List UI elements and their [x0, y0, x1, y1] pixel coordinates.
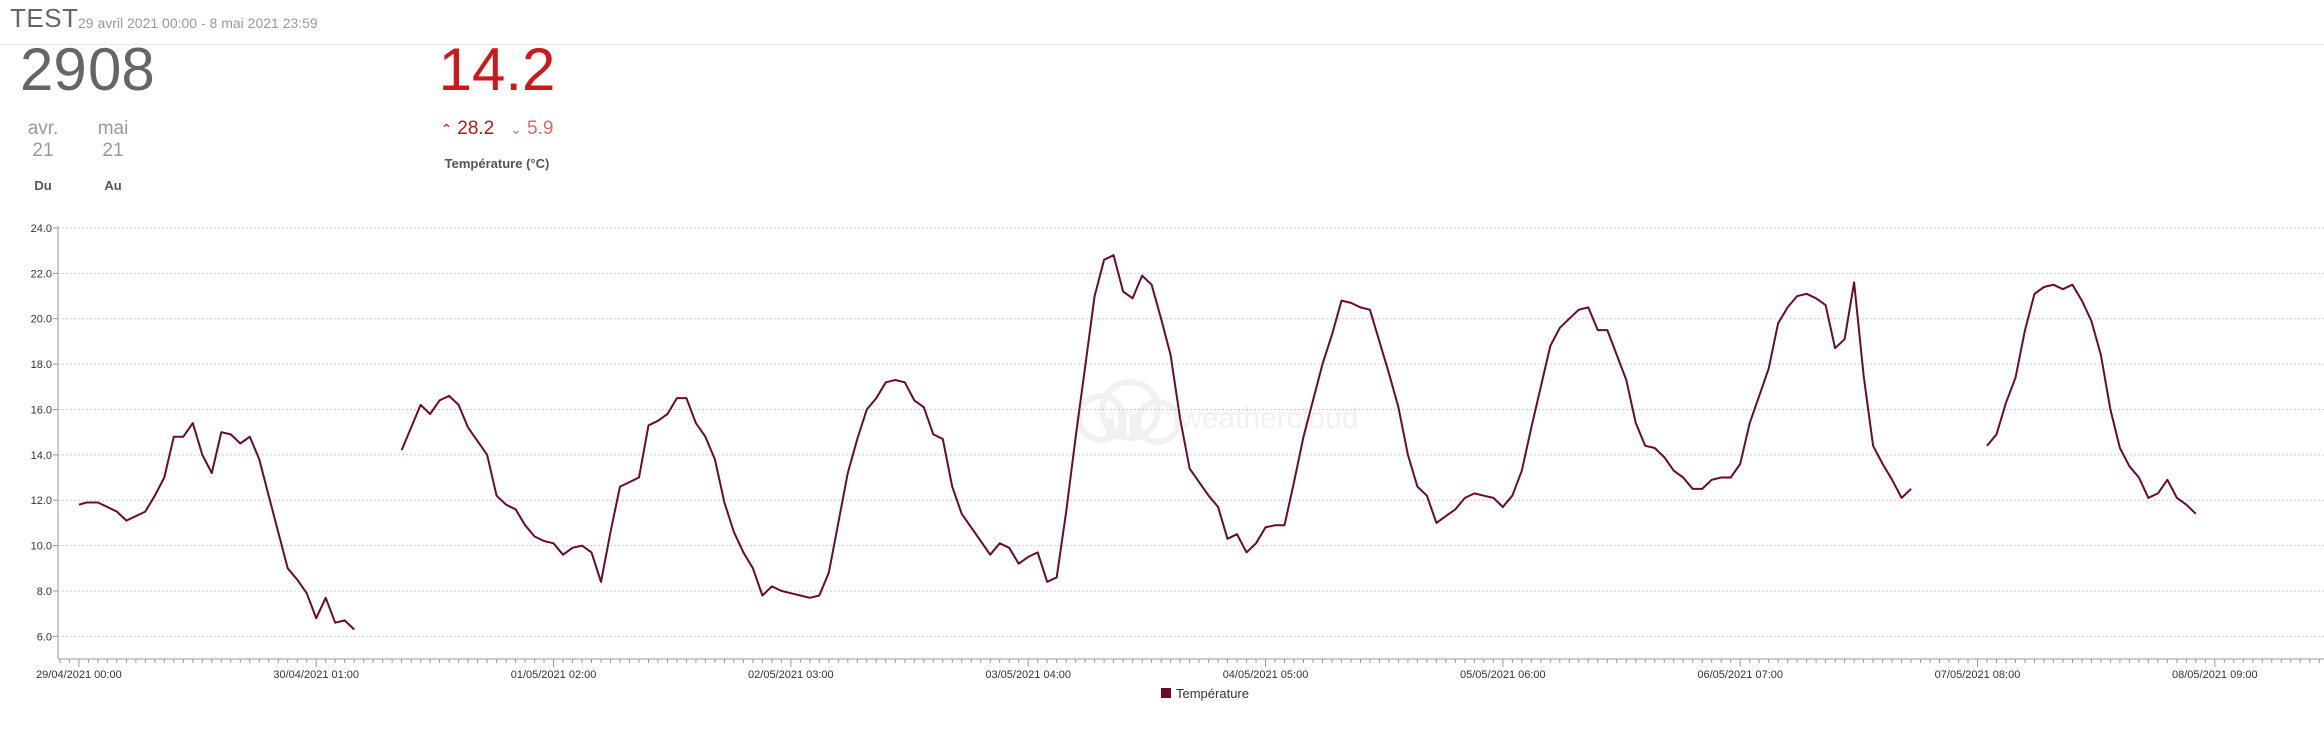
x-tick-label: 02/05/2021 03:00 [748, 669, 834, 681]
legend: Température [1161, 686, 1249, 701]
legend-label: Température [1176, 686, 1249, 701]
temperature-current: 14.2 [438, 36, 556, 103]
cloud-icon [1076, 379, 1181, 445]
y-tick-label: 10.0 [31, 541, 52, 553]
to-label: Au [104, 178, 122, 193]
x-tick-label: 04/05/2021 05:00 [1223, 669, 1309, 681]
y-tick-label: 8.0 [37, 586, 52, 598]
temperature-max: 28.2 [457, 118, 495, 139]
series-line-segment [78, 422, 355, 631]
series-line-segment [1986, 283, 2197, 515]
watermark-text: weathercloud [1179, 402, 1358, 435]
temperature-min: 5.9 [527, 118, 554, 139]
arrow-down-icon: ⌄ [510, 121, 523, 137]
legend-swatch [1161, 688, 1171, 698]
x-tick-label: 06/05/2021 07:00 [1697, 669, 1783, 681]
x-tick-label: 07/05/2021 08:00 [1935, 669, 2021, 681]
y-axis: 6.0 8.0 10.0 12.0 14.0 16.0 18.0 20.0 22.0 24.0 [31, 223, 59, 659]
series-temperature [78, 254, 2197, 631]
series-line-segment [400, 254, 1912, 599]
x-tick-label: 29/04/2021 00:00 [36, 669, 122, 681]
y-tick-label: 20.0 [31, 314, 52, 326]
y-tick-label: 16.0 [31, 404, 52, 416]
x-axis: 29/04/2021 00:00 30/04/2021 01:00 01/05/20… [36, 658, 2324, 681]
x-tick-label: 03/05/2021 04:00 [985, 669, 1071, 681]
x-tick-label: 05/05/2021 06:00 [1460, 669, 1546, 681]
y-tick-label: 6.0 [37, 631, 52, 643]
x-tick-label: 01/05/2021 02:00 [511, 669, 597, 681]
date-range: 29 avril 2021 00:00 - 8 mai 2021 23:59 [78, 15, 318, 31]
header-bar: TEST 29 avril 2021 00:00 - 8 mai 2021 23… [0, 0, 2324, 45]
y-tick-label: 14.0 [31, 450, 52, 462]
temperature-block: 14.2 ⌃ 28.2 ⌄ 5.9 Température (°C) [432, 36, 562, 172]
from-month: avr. 21 [27, 118, 59, 161]
from-label: Du [34, 178, 52, 193]
y-tick-label: 12.0 [31, 495, 52, 507]
page-title: TEST [10, 3, 79, 33]
grid-lines [58, 227, 2324, 637]
y-tick-label: 22.0 [31, 268, 52, 280]
x-tick-label: 30/04/2021 01:00 [273, 669, 359, 681]
y-tick-label: 24.0 [31, 223, 52, 235]
x-tick-label: 08/05/2021 09:00 [2172, 669, 2258, 681]
to-month: mai 21 [97, 118, 129, 161]
arrow-up-icon: ⌃ [440, 121, 453, 137]
y-tick-label: 18.0 [31, 359, 52, 371]
temperature-minmax: ⌃ 28.2 ⌄ 5.9 [432, 118, 562, 140]
from-date-block: 29 avr. 21 Du [20, 40, 87, 194]
watermark: weathercloud [1076, 379, 1358, 445]
temperature-label: Température (°C) [444, 156, 550, 171]
